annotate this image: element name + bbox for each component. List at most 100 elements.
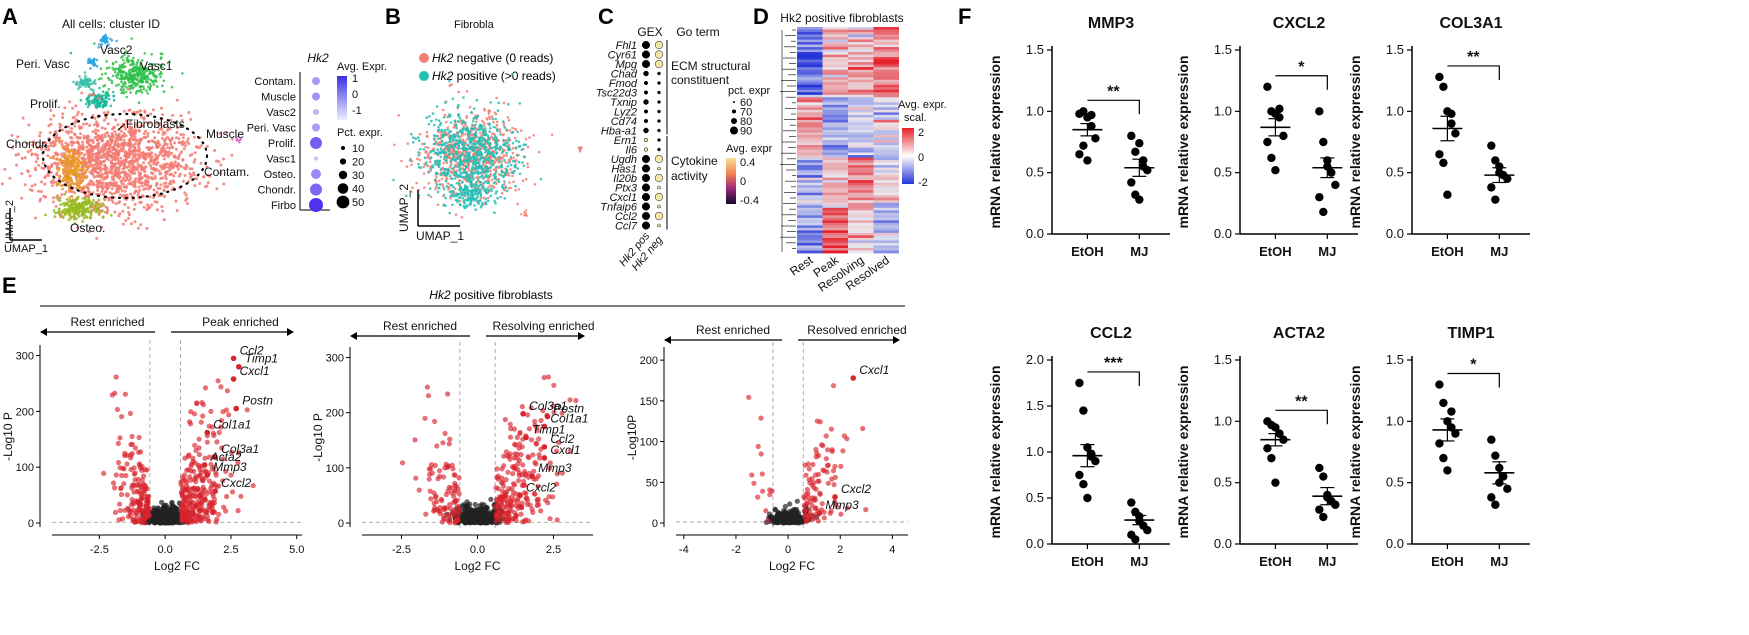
umap-b-pos-dot [486,138,490,142]
dotplot-row-label: Chondr. [257,185,296,197]
heatmap-cell [797,132,823,136]
cluster-fibro-dot [33,183,37,187]
gex-dot-neg [657,204,661,209]
cluster-fibro-dot [166,135,169,139]
cluster-fibro-dot [187,111,191,114]
cluster-fibro-dot [123,162,127,166]
cluster-osteo-dot [61,215,65,219]
umap-b-neg-dot [513,136,517,140]
umap-b-neg-dot [418,132,422,136]
umap-label-vasc2: Vasc2 [100,43,133,57]
cluster-fibro-dot [110,139,114,143]
heatmap-cell [822,94,848,98]
umap-b-neg-dot [524,209,528,212]
cluster-fibro-dot [173,160,177,164]
cluster-fibro-dot [110,187,114,191]
cluster-fibro-dot [148,152,152,156]
cluster-fibro-dot [88,93,92,97]
cluster-fibro-dot [8,176,12,180]
heatmap-cell [822,107,848,111]
cluster-fibro-dot [20,156,24,160]
cluster-fibro-dot [117,144,121,148]
cluster-chondr-dot [79,186,83,190]
cluster-peri-dot [82,79,85,82]
heatmap-cell [797,57,823,61]
cluster-fibro-dot [87,190,91,194]
dotplot-dot [313,109,319,115]
cluster-fibro-dot [87,193,91,197]
umap-b-neg-dot [505,139,509,142]
cluster-fibro-dot [172,180,176,184]
cluster-fibro-dot [205,184,209,188]
cluster-fibro-dot [96,138,100,142]
heatmap-cell [848,127,874,131]
heatmap-cell [822,129,848,133]
cluster-fibro-dot [119,149,123,153]
cluster-fibro-dot [95,179,99,183]
legend-text: Hk2 negative (0 reads) [432,51,553,65]
umap-b-pos-dot [517,145,521,148]
heatmap-cell [822,235,848,239]
cluster-chondr-dot [70,149,74,153]
heatmap-cell [822,127,848,131]
cluster-fibro-dot [88,138,92,142]
cluster-fibro-dot [167,150,171,154]
gex-dot-neg [654,173,664,183]
umap-b-pos-dot [481,177,485,180]
umap-b-pos-dot [458,158,462,161]
heatmap-cell [822,172,848,176]
umap-b-neg-dot [496,120,499,124]
gex-dot-pos [643,70,649,77]
umap-b-pos-dot [462,128,465,131]
umap-b-pos-dot [477,154,481,157]
cluster-fibro-dot [94,131,98,135]
heatmap-cell [797,242,823,246]
cluster-fibro-dot [181,136,185,140]
umap-b-pos-dot [509,163,513,167]
umap-b-pos-dot [522,143,526,146]
cluster-fibro-dot [124,158,128,162]
cluster-chondr-dot [62,170,66,174]
cluster-vasc1-dot [141,59,144,62]
cluster-fibro-dot [162,188,166,192]
cluster-vasc1-dot [141,68,145,71]
cluster-fibro-dot [93,116,97,120]
cluster-fibro-dot [81,143,85,147]
cluster-chondr-dot [70,162,74,165]
umap-b-pos-dot [432,142,436,146]
umap-b-neg-dot [506,116,510,119]
heatmap-cell [848,39,874,43]
heatmap-cell [873,212,899,216]
cluster-fibro-dot [170,161,173,165]
cluster-fibro-dot [160,127,164,131]
cluster-fibro-dot [47,124,51,128]
cluster-vasc1-dot [151,68,154,72]
umap-b-pos-dot [464,198,468,201]
cluster-fibro-dot [146,152,150,156]
gene-label: Ccl7 [615,221,638,233]
umap-b-neg-dot [457,90,461,94]
cluster-vasc1-dot [108,78,111,81]
umap-b-pos-dot [431,112,435,115]
heatmap-cell [822,39,848,43]
umap-b-pos-dot [473,136,477,140]
cluster-fibro-dot [106,122,110,126]
cluster-fibro-dot [120,194,124,198]
cluster-vasc1-dot [105,60,108,63]
cluster-fibro-dot [96,164,100,168]
heatmap-cell [797,220,823,224]
heatmap-cell [848,247,874,251]
cluster-fibro-dot [222,182,226,186]
cluster-prolif-dot [89,88,93,91]
heatmap-cell [873,114,899,118]
umap-b-pos-dot [539,177,543,181]
umap-b-pos-dot [461,162,465,166]
cluster-fibro-dot [179,133,183,137]
umap-b-pos-dot [437,165,441,168]
heatmap-cell [797,87,823,91]
cluster-fibro-dot [158,122,162,126]
cluster-fibro-dot [131,149,135,153]
cluster-fibro-dot [168,146,172,150]
cluster-fibro-dot [170,188,174,192]
